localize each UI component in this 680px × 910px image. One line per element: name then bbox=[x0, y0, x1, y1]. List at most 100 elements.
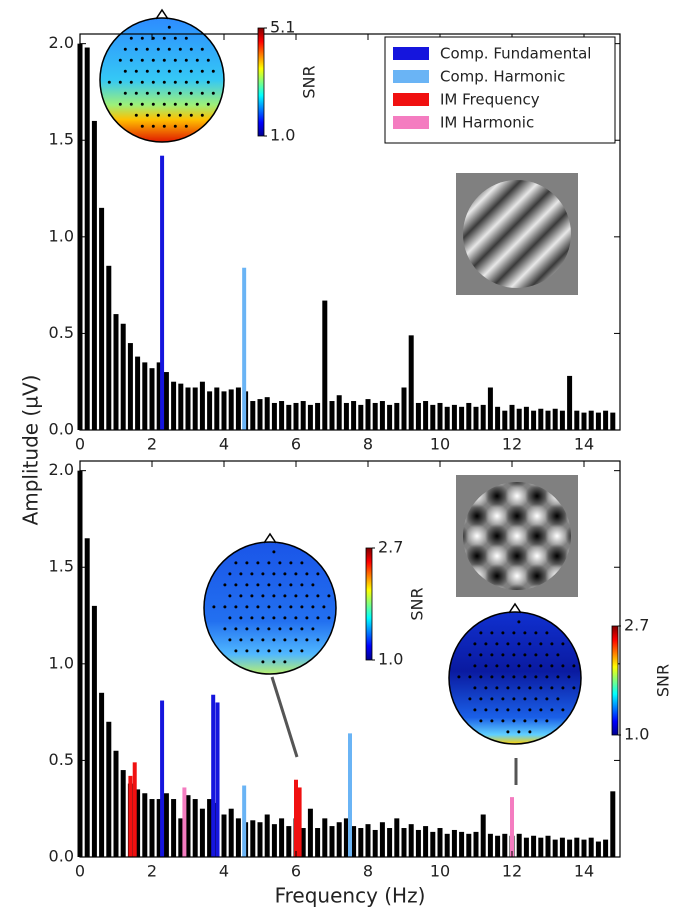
electrode bbox=[289, 605, 293, 609]
electrode bbox=[572, 686, 576, 690]
bar bbox=[365, 824, 371, 857]
bar bbox=[99, 692, 105, 857]
bar bbox=[336, 822, 342, 857]
bar bbox=[588, 410, 594, 430]
bar bbox=[264, 397, 270, 430]
y-tick-label: 1.0 bbox=[49, 653, 74, 672]
bar bbox=[509, 404, 515, 430]
electrode bbox=[545, 631, 549, 635]
plaid-blob bbox=[545, 504, 569, 528]
electrode bbox=[305, 572, 309, 576]
bar bbox=[300, 828, 306, 857]
electrode bbox=[316, 638, 320, 642]
bar bbox=[523, 837, 529, 857]
bar bbox=[581, 839, 587, 857]
electrode bbox=[561, 642, 565, 646]
bar bbox=[588, 837, 594, 857]
electrode bbox=[256, 561, 260, 565]
electrode bbox=[311, 583, 315, 587]
electrode bbox=[550, 708, 554, 712]
topomap bbox=[203, 541, 337, 675]
bar bbox=[160, 155, 165, 430]
electrode bbox=[517, 664, 521, 668]
electrode bbox=[151, 102, 155, 106]
bar bbox=[192, 799, 198, 857]
plaid-blob bbox=[485, 544, 509, 568]
electrode bbox=[517, 686, 521, 690]
electrode bbox=[528, 642, 532, 646]
bar bbox=[502, 410, 508, 430]
bar bbox=[487, 833, 493, 857]
bar bbox=[322, 300, 328, 430]
electrode bbox=[189, 69, 193, 73]
electrode bbox=[539, 708, 543, 712]
bar bbox=[228, 808, 234, 857]
bar bbox=[567, 839, 573, 857]
bar bbox=[286, 826, 292, 857]
bar bbox=[351, 401, 357, 430]
bar bbox=[444, 833, 450, 857]
x-tick-label: 4 bbox=[219, 435, 229, 454]
electrode bbox=[473, 664, 477, 668]
bar bbox=[297, 787, 302, 857]
electrode bbox=[517, 620, 521, 624]
bar bbox=[610, 412, 616, 430]
bar bbox=[185, 387, 191, 430]
electrode bbox=[151, 58, 155, 62]
electrode bbox=[550, 642, 554, 646]
bar bbox=[538, 837, 544, 857]
electrode bbox=[316, 616, 320, 620]
electrode bbox=[272, 616, 276, 620]
electrode bbox=[223, 583, 227, 587]
electrode bbox=[272, 550, 276, 554]
bar bbox=[149, 799, 155, 857]
bar bbox=[495, 835, 501, 857]
y-tick-label: 0.5 bbox=[49, 323, 74, 342]
bar bbox=[250, 820, 256, 857]
bar bbox=[459, 831, 465, 857]
electrode bbox=[167, 25, 171, 29]
electrode bbox=[495, 664, 499, 668]
electrode bbox=[534, 719, 538, 723]
plaid-blob bbox=[525, 564, 549, 588]
electrode bbox=[256, 583, 260, 587]
x-tick-label: 6 bbox=[291, 862, 301, 881]
plaid-blob bbox=[525, 544, 549, 568]
electrode bbox=[539, 686, 543, 690]
electrode bbox=[327, 594, 331, 598]
bar bbox=[242, 267, 247, 430]
y-tick-label: 0.5 bbox=[49, 750, 74, 769]
bar bbox=[99, 207, 105, 430]
colorbar bbox=[257, 27, 265, 137]
electrode bbox=[473, 642, 477, 646]
bar bbox=[559, 837, 565, 857]
plaid-blob bbox=[505, 484, 529, 508]
electrode bbox=[506, 642, 510, 646]
x-tick-label: 12 bbox=[502, 862, 522, 881]
electrode bbox=[534, 697, 538, 701]
x-tick-label: 10 bbox=[430, 862, 450, 881]
bar bbox=[545, 835, 551, 857]
legend-label: Comp. Harmonic bbox=[440, 68, 565, 86]
electrode bbox=[239, 594, 243, 598]
bar bbox=[430, 831, 436, 857]
bar bbox=[171, 799, 177, 857]
electrode bbox=[151, 36, 155, 40]
bar bbox=[437, 828, 443, 857]
electrode bbox=[316, 594, 320, 598]
bar bbox=[120, 323, 126, 430]
electrode bbox=[545, 719, 549, 723]
electrode bbox=[140, 124, 144, 128]
bar bbox=[358, 828, 364, 857]
bar bbox=[516, 408, 522, 430]
x-tick-label: 6 bbox=[291, 435, 301, 454]
electrode bbox=[151, 124, 155, 128]
legend-swatch bbox=[393, 47, 429, 60]
electrode bbox=[200, 69, 204, 73]
electrode bbox=[256, 605, 260, 609]
bar bbox=[286, 404, 292, 430]
y-tick-label: 2.0 bbox=[49, 460, 74, 479]
electrode bbox=[479, 697, 483, 701]
electrode bbox=[479, 653, 483, 657]
electrode bbox=[123, 69, 127, 73]
